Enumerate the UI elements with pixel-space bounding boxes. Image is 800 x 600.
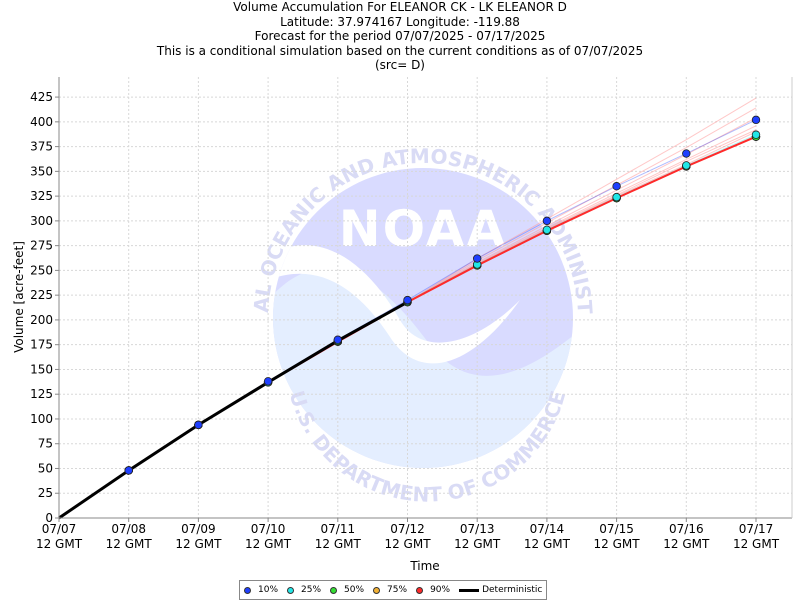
chart-subtitle-period: Forecast for the period 07/07/2025 - 07/… [254,29,546,43]
x-tick-sublabel: 12 GMT [524,537,571,551]
y-tick-label: 75 [38,437,53,451]
legend-dot-swatch [287,586,295,594]
data-point-10pct [682,149,691,158]
y-tick-label: 250 [30,263,53,277]
x-tick-label: 07/10 [251,522,286,536]
y-tick-label: 125 [30,387,53,401]
data-point-10pct [333,335,342,344]
data-point-10pct [612,182,621,191]
legend-label: 10% [258,585,279,595]
legend-label: 90% [430,585,451,595]
ensemble-trace [407,107,757,303]
data-point-10pct [403,295,412,305]
x-tick-sublabel: 12 GMT [106,537,153,551]
noaa-wave [273,268,573,468]
x-tick-label: 07/16 [669,522,704,536]
data-point-10pct [751,115,761,125]
data-point-10pct [542,216,552,226]
x-tick-sublabel: 12 GMT [384,537,431,551]
y-tick-label: 350 [30,164,53,178]
x-tick-sublabel: 12 GMT [594,537,641,551]
data-point-25pct [542,225,552,234]
x-tick-sublabel: 12 GMT [315,537,362,551]
y-axis-ticks: 0 25 50 75 100 125 150 175 200 225 250 275 300 325 350… [30,90,59,525]
chart-subtitle-location: Latitude: 37.974167 Longitude: -119.88 [280,14,520,29]
deterministic-series-line [58,300,409,520]
legend-item: 75% [373,585,407,595]
y-tick-label: 200 [30,313,53,327]
x-tick-label: 07/15 [599,522,634,536]
x-tick-label: 07/08 [111,522,146,536]
ensemble-trace [407,117,757,303]
ensemble-trace [407,125,757,303]
ensemble-trace [407,97,757,303]
legend-label: Deterministic [482,585,543,595]
data-point-25pct [612,192,621,202]
data-point-10pct [473,254,482,263]
y-tick-label: 225 [30,288,53,302]
x-axis-title: Time [409,559,439,573]
series-points [124,115,761,475]
y-tick-label: 100 [30,412,53,426]
noaa-logo-text: NOAA [339,200,507,258]
y-tick-label: 50 [38,461,53,475]
x-tick-label: 07/09 [181,522,216,536]
data-point-10pct [194,420,203,430]
noaa-bird [273,245,520,364]
legend-item: 10% [244,585,278,595]
legend-dot-swatch [416,586,424,594]
data-point-10pct [124,466,133,475]
legend-dot-swatch [373,586,381,594]
legend-line-swatch [459,588,480,592]
x-tick-label: 07/12 [390,522,425,536]
chart-legend: 10% 25% 50% 75% 90% Deterministic [239,580,548,600]
y-tick-label: 375 [30,140,53,154]
x-tick-label: 07/17 [739,522,774,536]
x-tick-sublabel: 12 GMT [245,537,292,551]
y-tick-label: 25 [38,486,53,500]
y-tick-label: 325 [30,189,53,203]
legend-label: 25% [301,585,322,595]
y-tick-label: 150 [30,362,53,376]
x-tick-sublabel: 12 GMT [454,537,501,551]
deterministic-line [58,300,409,520]
x-tick-label: 07/14 [530,522,565,536]
legend-item: 50% [330,585,364,595]
y-tick-label: 425 [30,90,53,104]
x-tick-sublabel: 12 GMT [663,537,710,551]
data-point-10pct [263,377,273,386]
y-tick-label: 0 [45,511,53,525]
chart-subtitle-source: (src= D) [375,58,425,72]
x-tick-label: 07/11 [321,522,356,536]
data-point-25pct [682,161,691,170]
chart-titles: Volume Accumulation For ELEANOR CK - LK … [0,0,800,73]
data-point-25pct [751,130,761,139]
legend-item: 25% [287,585,321,595]
x-tick-sublabel: 12 GMT [733,537,780,551]
legend-label: 75% [387,585,408,595]
y-tick-label: 400 [30,115,53,129]
y-tick-label: 175 [30,338,53,352]
y-tick-label: 275 [30,239,53,253]
y-axis-title: Volume [acre-feet] [12,241,26,353]
chart-subtitle-condition: This is a conditional simulation based o… [156,43,644,58]
x-tick-label: 07/07 [42,522,77,536]
legend-dot-swatch [244,586,251,594]
legend-item: Deterministic [459,585,542,595]
legend-dot-swatch [330,586,338,594]
y-tick-label: 300 [30,214,53,228]
x-tick-label: 07/13 [460,522,495,536]
chart-title: Volume Accumulation For ELEANOR CK - LK … [233,0,567,14]
legend-label: 50% [344,585,365,595]
x-tick-sublabel: 12 GMT [36,537,83,551]
legend-item: 90% [416,585,450,595]
x-tick-sublabel: 12 GMT [175,537,222,551]
